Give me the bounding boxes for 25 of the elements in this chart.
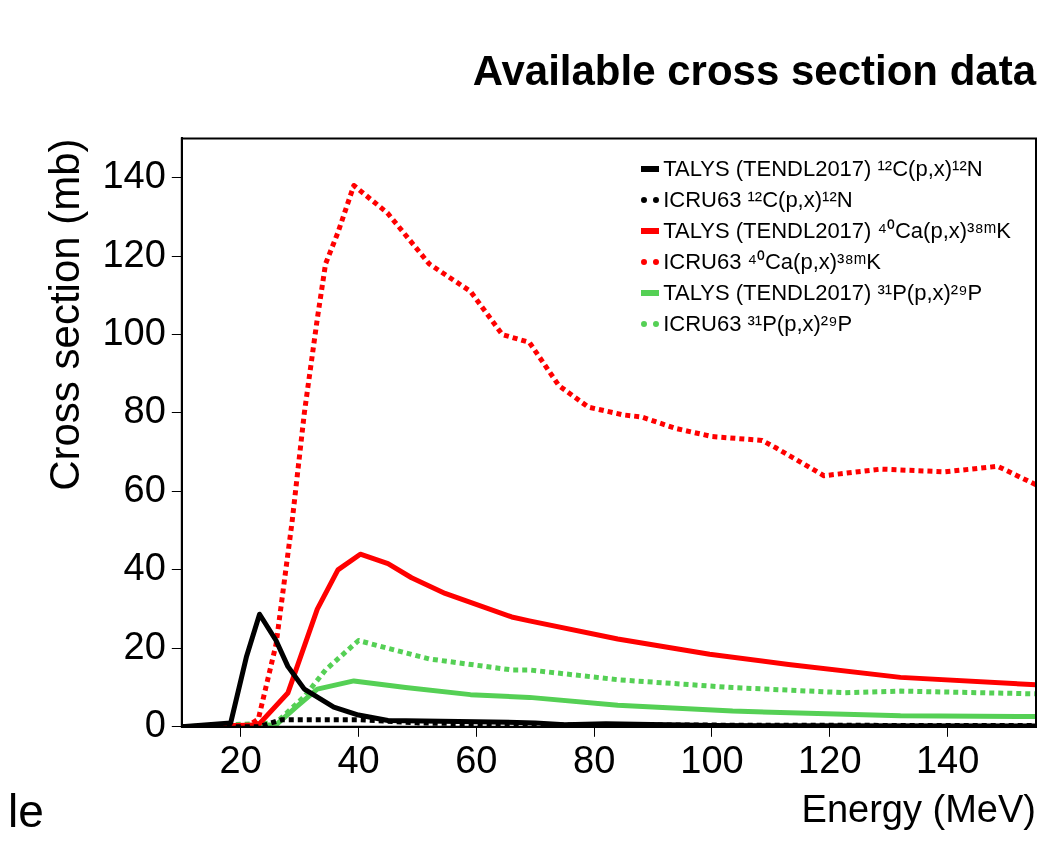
legend-label: ICRU63 ⁴⁰Ca(p,x)³⁸ᵐK: [663, 248, 881, 276]
x-tick-label: 20: [219, 739, 262, 782]
legend-label: ICRU63 ³¹P(p,x)²⁹P: [663, 310, 853, 338]
y-tick-label: 140: [102, 154, 166, 197]
x-tick-label: 80: [573, 739, 616, 782]
y-tick-label: 0: [144, 703, 166, 746]
legend-label: TALYS (TENDL2017) ⁴⁰Ca(p,x)³⁸ᵐK: [663, 217, 1011, 245]
x-tick-label: 60: [455, 739, 498, 782]
y-tick-label: 120: [102, 232, 166, 275]
chart-title: Available cross section data: [472, 46, 1037, 94]
x-tick-label: 100: [680, 739, 744, 782]
y-tick-label: 100: [102, 311, 166, 354]
y-tick-label: 20: [123, 624, 166, 667]
legend-label: ICRU63 ¹²C(p,x)¹²N: [663, 186, 853, 214]
y-tick-label: 60: [123, 467, 166, 510]
y-tick-label: 80: [123, 389, 166, 432]
text: le: [8, 784, 44, 838]
x-tick-label: 140: [915, 739, 980, 782]
legend-label: TALYS (TENDL2017) ³¹P(p,x)²⁹P: [663, 279, 983, 307]
x-tick-label: 120: [798, 739, 862, 782]
legend-label: TALYS (TENDL2017) ¹²C(p,x)¹²N: [663, 155, 983, 183]
y-tick-label: 40: [123, 546, 166, 589]
x-axis-title: Energy (MeV): [801, 787, 1036, 830]
y-axis-title: Cross section (mb): [40, 138, 88, 491]
x-tick-label: 40: [337, 739, 380, 782]
